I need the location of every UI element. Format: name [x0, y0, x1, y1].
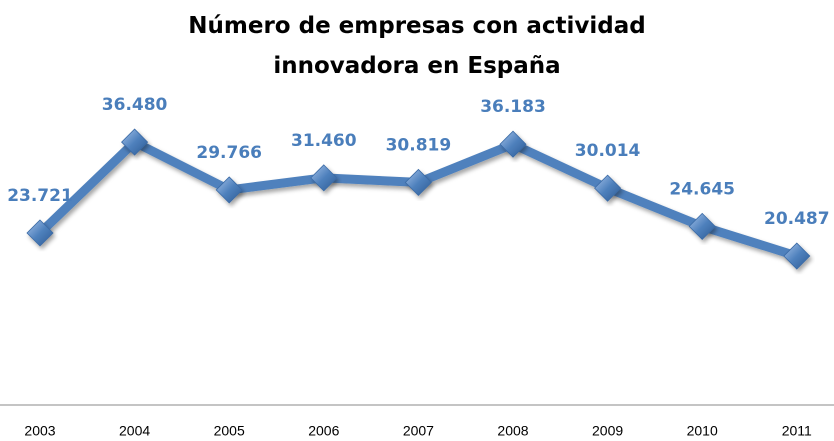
data-label: 30.014: [575, 141, 641, 161]
data-label: 29.766: [196, 143, 262, 163]
x-tick-label: 2011: [782, 423, 812, 439]
x-tick-label: 2003: [24, 423, 55, 439]
data-label: 36.183: [480, 97, 546, 117]
data-label: 36.480: [102, 95, 168, 115]
x-tick-label: 2006: [308, 423, 339, 439]
chart-title: Número de empresas con actividad innovad…: [188, 13, 646, 79]
data-label: 24.645: [669, 179, 735, 199]
x-tick-label: 2010: [687, 423, 718, 439]
data-label: 23.721: [7, 186, 73, 206]
x-tick-label: 2004: [119, 423, 150, 439]
marker: [688, 212, 716, 240]
data-label: 20.487: [764, 209, 830, 229]
marker: [121, 128, 149, 156]
marker: [404, 168, 432, 196]
x-tick-label: 2008: [497, 423, 528, 439]
marker: [499, 130, 527, 158]
data-label: 31.460: [291, 131, 357, 151]
data-label: 30.819: [386, 135, 452, 155]
marker: [783, 242, 811, 270]
x-tick-label: 2009: [592, 423, 623, 439]
marker: [215, 176, 243, 204]
marker: [594, 174, 622, 202]
x-tick-label: 2005: [214, 423, 245, 439]
marker: [26, 219, 54, 247]
marker: [310, 164, 338, 192]
x-tick-label: 2007: [403, 423, 434, 439]
